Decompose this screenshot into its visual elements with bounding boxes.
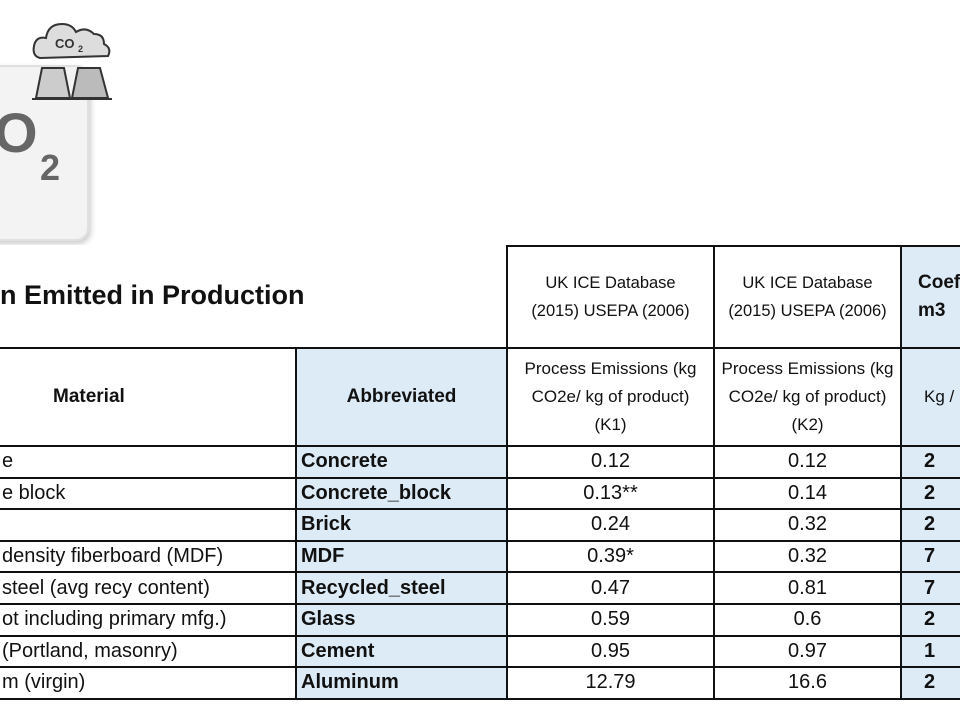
header-cell: Material bbox=[0, 347, 297, 447]
abbreviation: MDF bbox=[295, 539, 508, 574]
svg-text:2: 2 bbox=[78, 44, 83, 54]
k1-value: 0.47 bbox=[506, 571, 715, 605]
source-text: Coef bbox=[918, 272, 960, 293]
k2-value: 0.12 bbox=[713, 445, 902, 479]
k2-value: 0.81 bbox=[713, 571, 902, 605]
data-row: ot including primary mfg.) Glass 0.59 0.6 2 bbox=[0, 602, 960, 637]
source-cell: UK ICE Database (2015) USEPA (2006) bbox=[713, 245, 902, 349]
data-row: Brick 0.24 0.32 2 bbox=[0, 508, 960, 542]
abbreviation: Brick bbox=[295, 508, 508, 542]
svg-text:CO: CO bbox=[55, 36, 75, 51]
material bbox=[0, 508, 297, 542]
coefficient: 2 bbox=[900, 508, 960, 542]
source-cell: Coef m3 bbox=[900, 245, 960, 349]
header-text: Process Emissions (kg CO2e/ kg of produc… bbox=[524, 359, 697, 434]
k2-value: 0.32 bbox=[713, 539, 902, 574]
k2-value: 0.97 bbox=[713, 634, 902, 669]
k2-value: 16.6 bbox=[713, 666, 902, 700]
data-row: (Portland, masonry) Cement 0.95 0.97 1 bbox=[0, 634, 960, 669]
data-row: density fiberboard (MDF) MDF 0.39* 0.32 7 bbox=[0, 539, 960, 574]
k1-value: 0.95 bbox=[506, 634, 715, 669]
coefficient: 2 bbox=[900, 602, 960, 637]
abbreviation: Aluminum bbox=[295, 666, 508, 700]
header-cell: Process Emissions (kg CO2e/ kg of produc… bbox=[506, 347, 715, 447]
data-row: m (virgin) Aluminum 12.79 16.6 2 bbox=[0, 666, 960, 700]
k1-value: 0.59 bbox=[506, 602, 715, 637]
abbreviation: Concrete_block bbox=[295, 476, 508, 511]
source-cell: UK ICE Database (2015) USEPA (2006) bbox=[506, 245, 715, 349]
coefficient: 7 bbox=[900, 539, 960, 574]
header-text: Process Emissions (kg CO2e/ kg of produc… bbox=[721, 359, 894, 434]
svg-text:O: O bbox=[0, 101, 38, 164]
coefficient: 2 bbox=[900, 445, 960, 479]
material: ot including primary mfg.) bbox=[0, 602, 297, 637]
svg-text:2: 2 bbox=[40, 147, 60, 188]
coefficient: 2 bbox=[900, 476, 960, 511]
coefficient: 7 bbox=[900, 571, 960, 605]
header-cell: Abbreviated bbox=[295, 347, 508, 447]
k1-value: 0.24 bbox=[506, 508, 715, 542]
data-row: steel (avg recy content) Recycled_steel 0.… bbox=[0, 571, 960, 605]
k2-value: 0.6 bbox=[713, 602, 902, 637]
k1-value: 0.13** bbox=[506, 476, 715, 511]
k2-value: 0.14 bbox=[713, 476, 902, 511]
material: m (virgin) bbox=[0, 666, 297, 700]
co2-icon: O 2 CO 2 bbox=[0, 22, 112, 241]
abbreviation: Glass bbox=[295, 602, 508, 637]
coefficient: 1 bbox=[900, 634, 960, 669]
k2-value: 0.32 bbox=[713, 508, 902, 542]
header-cell: Process Emissions (kg CO2e/ kg of produc… bbox=[713, 347, 902, 447]
source-text: UK ICE Database (2015) USEPA (2006) bbox=[531, 274, 690, 320]
k1-value: 12.79 bbox=[506, 666, 715, 700]
emissions-table: UK ICE Database (2015) USEPA (2006) UK IC… bbox=[0, 245, 960, 700]
empty-cell bbox=[0, 246, 508, 349]
material: e bbox=[0, 445, 297, 479]
source-text: m3 bbox=[918, 300, 946, 321]
header-row: UK ICE Database (2015) USEPA (2006) UK IC… bbox=[0, 245, 960, 349]
material: e block bbox=[0, 476, 297, 511]
material: steel (avg recy content) bbox=[0, 571, 297, 605]
coefficient: 2 bbox=[900, 666, 960, 700]
abbreviation: Cement bbox=[295, 634, 508, 669]
material: (Portland, masonry) bbox=[0, 634, 297, 669]
abbreviation: Concrete bbox=[295, 445, 508, 479]
header-row: Material Abbreviated Process Emissions (kg… bbox=[0, 347, 960, 447]
source-text: UK ICE Database (2015) USEPA (2006) bbox=[728, 274, 887, 320]
k1-value: 0.39* bbox=[506, 539, 715, 574]
data-row: e Concrete 0.12 0.12 2 bbox=[0, 445, 960, 479]
data-row: e block Concrete_block 0.13** 0.14 2 bbox=[0, 476, 960, 511]
material: density fiberboard (MDF) bbox=[0, 539, 297, 574]
k1-value: 0.12 bbox=[506, 445, 715, 479]
header-cell: Kg / bbox=[900, 347, 960, 447]
abbreviation: Recycled_steel bbox=[295, 571, 508, 605]
